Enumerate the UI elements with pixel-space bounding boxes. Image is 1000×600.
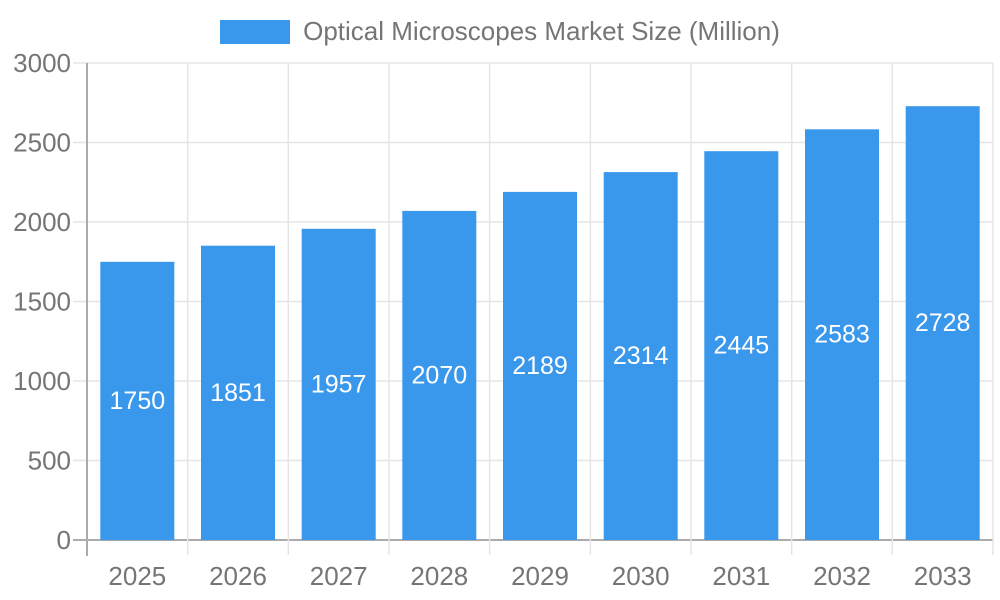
bar[interactable]	[100, 261, 175, 541]
x-tick-label: 2028	[410, 561, 468, 591]
x-tick-label: 2032	[813, 561, 871, 591]
x-tick-label: 2025	[108, 561, 166, 591]
bar-value-label: 1750	[110, 387, 166, 415]
bar[interactable]	[503, 191, 577, 540]
bar[interactable]	[402, 210, 477, 540]
y-tick-label: 2500	[13, 128, 71, 158]
bar[interactable]	[201, 245, 275, 540]
bar[interactable]	[603, 172, 678, 540]
legend-label: Optical Microscopes Market Size (Million…	[303, 16, 780, 46]
bar-value-label: 1957	[311, 370, 367, 398]
x-tick-label: 2027	[310, 561, 368, 591]
x-tick-label: 2026	[209, 561, 267, 591]
y-tick-label: 1500	[13, 287, 71, 317]
bar[interactable]	[704, 151, 779, 540]
x-tick-label: 2030	[612, 561, 670, 591]
bar-value-label: 2189	[512, 352, 568, 380]
bar-value-label: 2314	[613, 342, 669, 370]
bar[interactable]	[301, 228, 376, 541]
bar-value-label: 2728	[915, 309, 971, 337]
y-tick-label: 2000	[13, 207, 71, 237]
bar[interactable]	[805, 129, 879, 541]
bar-value-label: 2445	[714, 332, 770, 360]
chart-legend[interactable]: Optical Microscopes Market Size (Million…	[0, 16, 1000, 47]
bar-value-label: 2583	[814, 321, 870, 349]
bar-value-label: 1851	[210, 379, 266, 407]
x-tick-label: 2033	[914, 561, 972, 591]
bar-value-label: 2070	[412, 361, 468, 389]
legend-swatch	[220, 19, 291, 44]
x-tick-label: 2031	[712, 561, 770, 591]
y-tick-label: 3000	[13, 48, 71, 78]
y-tick-label: 1000	[13, 366, 71, 396]
y-tick-label: 0	[57, 525, 71, 555]
y-tick-label: 500	[28, 446, 71, 476]
bar[interactable]	[905, 106, 980, 540]
x-tick-label: 2029	[511, 561, 569, 591]
